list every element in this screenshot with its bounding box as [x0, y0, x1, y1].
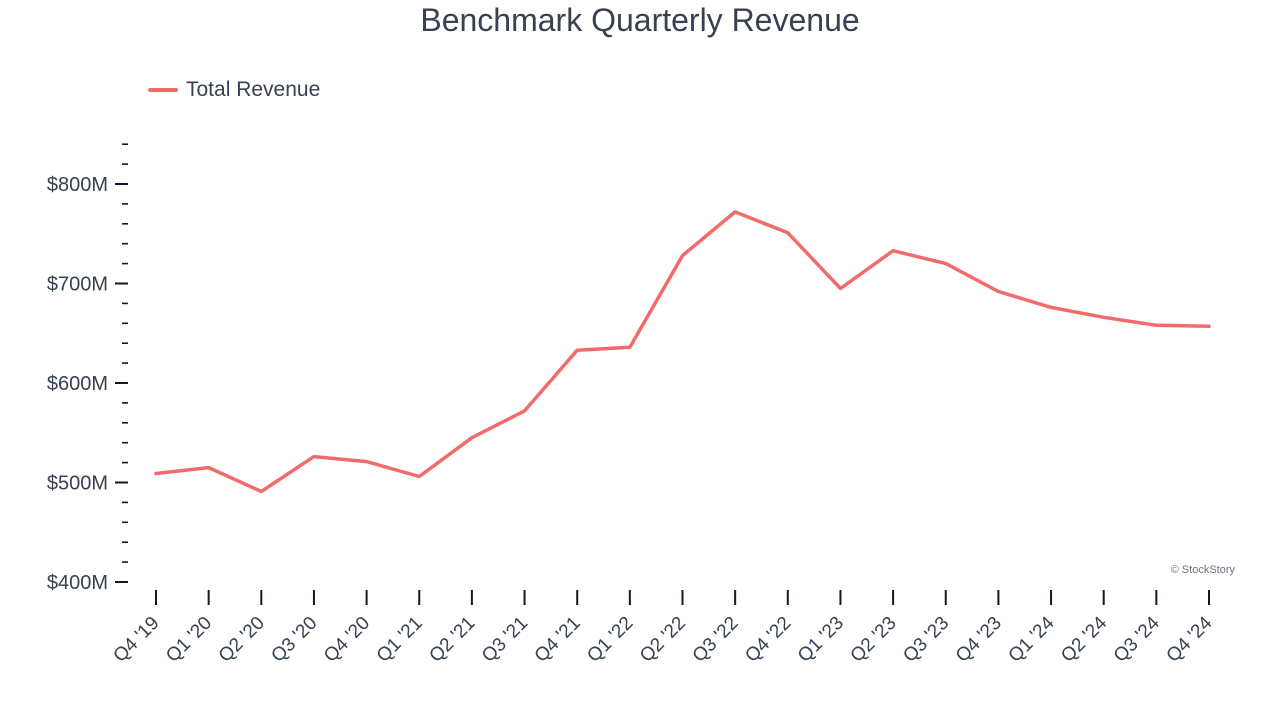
data-point [786, 231, 790, 235]
chart-title: Benchmark Quarterly Revenue [420, 2, 860, 38]
data-point [1049, 305, 1053, 309]
data-point [1154, 323, 1158, 327]
data-point [628, 345, 632, 349]
data-point [944, 262, 948, 266]
x-tick-label: Q3 '24 [1110, 612, 1164, 666]
x-tick-label: Q4 '24 [1163, 612, 1217, 666]
x-tick-label: Q2 '22 [636, 613, 690, 667]
x-tick-label: Q4 '23 [952, 613, 1006, 667]
data-point [1207, 324, 1211, 328]
x-tick-label: Q4 '19 [110, 613, 164, 667]
data-point [417, 475, 421, 479]
data-point [891, 249, 895, 253]
legend: Total Revenue [148, 78, 320, 102]
x-tick-label: Q1 '22 [583, 613, 637, 667]
x-tick-label: Q2 '20 [215, 613, 269, 667]
data-point [523, 409, 527, 413]
x-tick-label: Q2 '21 [425, 613, 479, 667]
x-tick-label: Q3 '22 [689, 613, 743, 667]
x-tick-label: Q4 '22 [741, 613, 795, 667]
legend-swatch [148, 88, 178, 92]
data-point [838, 286, 842, 290]
series-line [154, 210, 1211, 494]
x-tick-label: Q3 '23 [899, 613, 953, 667]
data-point [312, 455, 316, 459]
x-tick-label: Q4 '20 [320, 613, 374, 667]
data-point [365, 460, 369, 464]
y-tick-label: $500M [47, 473, 108, 495]
y-tick-label: $700M [47, 274, 108, 296]
x-tick-label: Q2 '24 [1057, 612, 1111, 666]
x-tick-label: Q3 '21 [478, 613, 532, 667]
watermark: © StockStory [1170, 564, 1235, 576]
data-point [259, 489, 263, 493]
x-tick-label: Q3 '20 [267, 613, 321, 667]
legend-label: Total Revenue [186, 78, 321, 101]
data-point [681, 254, 685, 258]
data-point [1102, 315, 1106, 319]
y-tick-label: $400M [47, 572, 108, 594]
data-point [207, 466, 211, 470]
x-tick-label: Q1 '23 [794, 613, 848, 667]
x-tick-label: Q1 '24 [1005, 612, 1059, 666]
x-tick-label: Q1 '20 [162, 613, 216, 667]
data-point [996, 289, 1000, 293]
x-tick-label: Q1 '21 [373, 613, 427, 667]
y-tick-label: $800M [47, 174, 108, 196]
data-point [470, 436, 474, 440]
x-tick-label: Q2 '23 [847, 613, 901, 667]
data-point [154, 472, 158, 476]
y-tick-label: $600M [47, 373, 108, 395]
data-point [733, 210, 737, 214]
data-point [575, 348, 579, 352]
x-tick-label: Q4 '21 [531, 613, 585, 667]
